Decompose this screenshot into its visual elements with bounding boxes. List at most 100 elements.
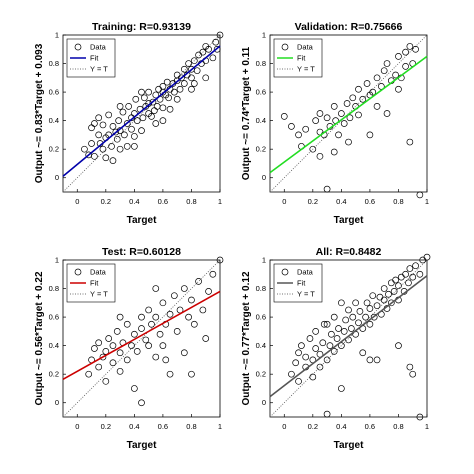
data-point [131,330,138,338]
legend: Data Fit Y = T [273,38,323,78]
data-point [312,117,320,124]
fit-line [62,45,221,177]
data-point [323,114,331,122]
data-point [352,299,359,307]
y-ticks: 0 0.2 0.4 0.6 0.8 1 [256,256,266,408]
x-tick-label: 0.4 [336,422,346,431]
data-point [335,325,342,332]
data-point [166,105,174,113]
data-point [190,80,198,87]
data-point [369,292,377,300]
legend-identity-label: Y = T [297,65,315,74]
x-tick-label: 1 [425,197,429,206]
y-tick-label: 0.8 [256,284,266,293]
y-tick-label: 0.4 [49,341,59,350]
y-tick-label: 0.8 [256,59,266,68]
data-point [105,335,113,342]
legend-data-label: Data [297,43,314,52]
data-point [212,38,220,46]
data-point [162,356,170,364]
data-point [99,121,107,129]
data-point [330,103,338,110]
x-axis-label: Target [127,440,157,451]
data-point [302,353,310,361]
data-point [138,127,145,134]
data-point [370,313,378,321]
fit-line [269,275,428,398]
legend-fit-label: Fit [90,279,99,288]
legend-data-marker [74,268,82,276]
x-ticks: 0 0.2 0.4 0.6 0.8 1 [282,197,429,206]
x-tick-label: 0 [75,422,79,431]
data-point [209,270,217,278]
legend-data-marker [281,268,289,276]
data-point [366,356,374,364]
data-point [288,370,295,378]
data-point [205,45,212,53]
data-point [312,328,320,335]
x-axis-label: Target [334,440,364,451]
data-point [292,359,300,367]
identity-line [62,34,221,193]
legend-identity-label: Y = T [90,290,108,299]
x-tick-label: 0.8 [186,197,196,206]
data-point [116,367,124,375]
legend-identity-label: Y = T [297,290,315,299]
data-point [416,413,424,421]
data-point [188,74,195,82]
data-point [148,320,155,328]
data-point [156,330,164,338]
x-axis-label: Target [127,215,157,226]
data-point [383,60,391,67]
data-point [199,48,207,56]
data-point [119,108,127,116]
chart-title: Training: R=0.93139 [92,21,191,33]
data-point [190,320,198,328]
y-axis-label: Output ~= 0.74*Target + 0.11 [241,46,252,180]
data-point [188,370,195,378]
data-point [402,48,409,56]
chart-title: All: R=0.8482 [316,246,382,258]
data-point [91,152,98,160]
data-point [166,310,174,318]
x-tick-label: 0.4 [129,422,139,431]
data-point [138,313,145,321]
data-point [195,278,202,285]
y-tick-label: 0.4 [49,116,59,125]
data-point [123,356,131,364]
legend: Data Fit Y = T [66,38,116,78]
y-tick-label: 0.2 [256,145,266,154]
data-point [166,370,174,378]
data-point [123,320,131,328]
y-tick-label: 0.2 [256,370,266,379]
data-point [113,328,121,335]
data-point [366,131,374,139]
legend-data-marker [281,43,289,51]
data-point [338,385,345,392]
data-point [185,313,192,321]
x-tick-label: 0.2 [308,197,318,206]
data-point [91,120,98,127]
x-tick-label: 0.8 [186,422,196,431]
x-tick-label: 0 [282,422,286,431]
data-point [316,152,324,160]
x-ticks: 0 0.2 0.4 0.6 0.8 1 [75,422,222,431]
data-point [330,347,338,355]
data-point [312,345,320,352]
data-point [387,299,395,307]
data-point [319,339,327,347]
data-point [380,285,388,292]
panel-training: Training: R=0.93139 Target Output ~= 0.8… [34,21,224,226]
data-point [159,83,167,90]
legend-fit-label: Fit [297,54,306,63]
data-point [288,122,295,130]
x-tick-label: 0.2 [101,197,111,206]
data-point [133,347,141,355]
data-point [102,347,110,355]
data-point [412,262,419,270]
data-point [142,336,150,344]
data-point [355,85,362,93]
data-point [326,342,334,349]
data-point [338,110,345,117]
marks [269,34,428,199]
